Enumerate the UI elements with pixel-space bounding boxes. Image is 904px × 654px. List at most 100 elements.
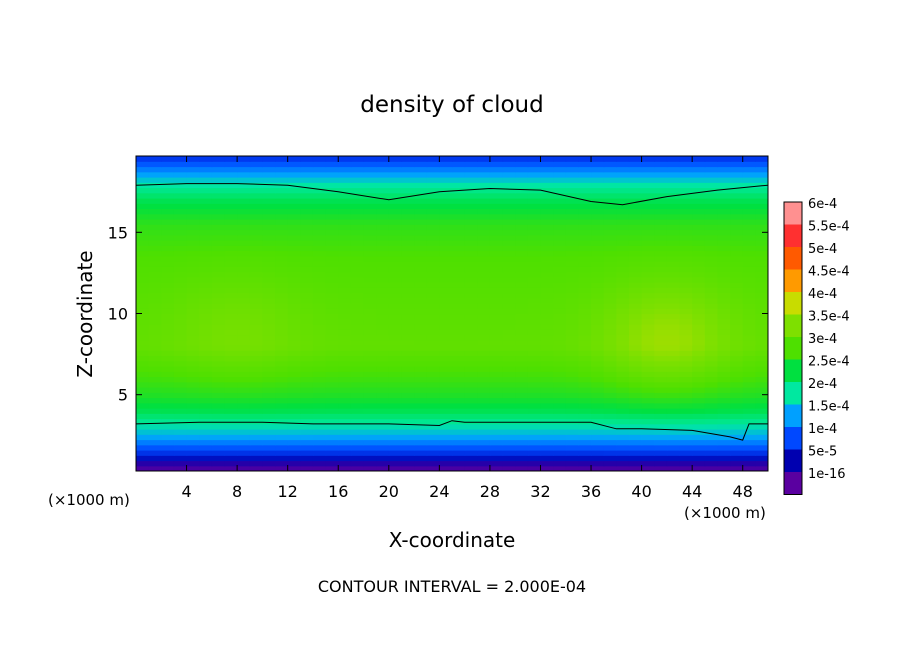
field-cell [249, 276, 263, 283]
field-cell [553, 345, 567, 351]
field-cell [527, 271, 542, 278]
field-cell [578, 177, 592, 183]
field-cell [312, 208, 327, 215]
field-cell [742, 366, 756, 372]
field-cell [540, 392, 554, 399]
field-cell [224, 224, 238, 231]
field-cell [666, 187, 681, 194]
field-cell [312, 156, 327, 162]
field-cell [211, 208, 226, 215]
field-cell [628, 245, 643, 252]
field-cell [477, 234, 491, 241]
field-cell [679, 387, 693, 393]
field-cell [515, 460, 529, 467]
field-cell [603, 429, 617, 435]
field-cell [388, 381, 403, 388]
field-cell [388, 350, 403, 357]
field-cell [350, 324, 365, 330]
field-cell [489, 240, 504, 246]
field-cell [376, 229, 390, 236]
field-cell [452, 219, 466, 225]
field-cell [717, 282, 731, 288]
field-cell [148, 355, 162, 362]
field-cell [464, 229, 478, 236]
field-cell [338, 429, 352, 435]
field-cell [300, 371, 314, 378]
field-cell [641, 245, 655, 252]
field-cell [338, 303, 352, 309]
field-cell [237, 234, 251, 241]
field-cell [717, 213, 731, 220]
x-tick-label: 8 [232, 482, 242, 501]
field-cell [376, 345, 390, 351]
field-cell [730, 187, 744, 194]
field-cell [338, 292, 352, 299]
field-cell [578, 402, 592, 409]
field-cell [692, 250, 706, 257]
field-cell [477, 339, 491, 346]
field-cell [591, 292, 605, 299]
field-cell [603, 156, 617, 162]
field-cell [730, 303, 744, 309]
field-cell [388, 444, 403, 451]
field-cell [224, 366, 238, 372]
field-cell [540, 402, 554, 409]
field-cell [654, 287, 668, 294]
field-cell [464, 245, 478, 252]
field-cell [755, 439, 768, 446]
field-cell [755, 213, 768, 220]
field-cell [755, 324, 768, 330]
field-cell [616, 156, 630, 162]
field-cell [376, 250, 390, 257]
field-cell [224, 408, 238, 414]
field-cell [224, 171, 238, 178]
field-cell [628, 198, 643, 204]
field-cell [262, 318, 276, 325]
field-cell [717, 334, 731, 341]
field-cell [350, 334, 365, 341]
field-cell [211, 350, 226, 357]
field-cell [224, 219, 238, 225]
field-cell [211, 460, 226, 467]
field-cell [477, 376, 491, 383]
field-cell [363, 297, 377, 304]
field-cell [477, 192, 491, 199]
field-cell [287, 208, 301, 215]
field-cell [376, 413, 390, 420]
field-cell [414, 397, 428, 404]
field-cell [414, 198, 428, 204]
field-cell [300, 219, 314, 225]
field-cell [363, 187, 377, 194]
field-cell [578, 161, 592, 168]
field-cell [300, 355, 314, 362]
colorbar-swatch [784, 269, 802, 292]
field-cell [186, 413, 200, 420]
field-cell [275, 261, 289, 267]
field-cell [249, 303, 263, 309]
field-cell [275, 392, 289, 399]
field-cell [275, 360, 289, 367]
field-cell [148, 171, 162, 178]
field-cell [136, 381, 150, 388]
field-cell [350, 465, 365, 471]
field-cell [211, 271, 226, 278]
field-cell [603, 224, 617, 231]
field-cell [148, 439, 162, 446]
field-cell [603, 255, 617, 262]
field-cell [540, 334, 554, 341]
field-cell [489, 266, 504, 273]
field-cell [654, 408, 668, 414]
y-tick-label: 15 [108, 223, 128, 242]
field-cell [414, 313, 428, 320]
field-cell [300, 408, 314, 414]
field-cell [628, 439, 643, 446]
field-cell [692, 203, 706, 210]
field-cell [452, 465, 466, 471]
field-cell [287, 450, 301, 456]
field-cell [237, 187, 251, 194]
field-cell [224, 308, 238, 315]
field-cell [199, 292, 213, 299]
field-cell [401, 213, 415, 220]
field-cell [654, 308, 668, 315]
